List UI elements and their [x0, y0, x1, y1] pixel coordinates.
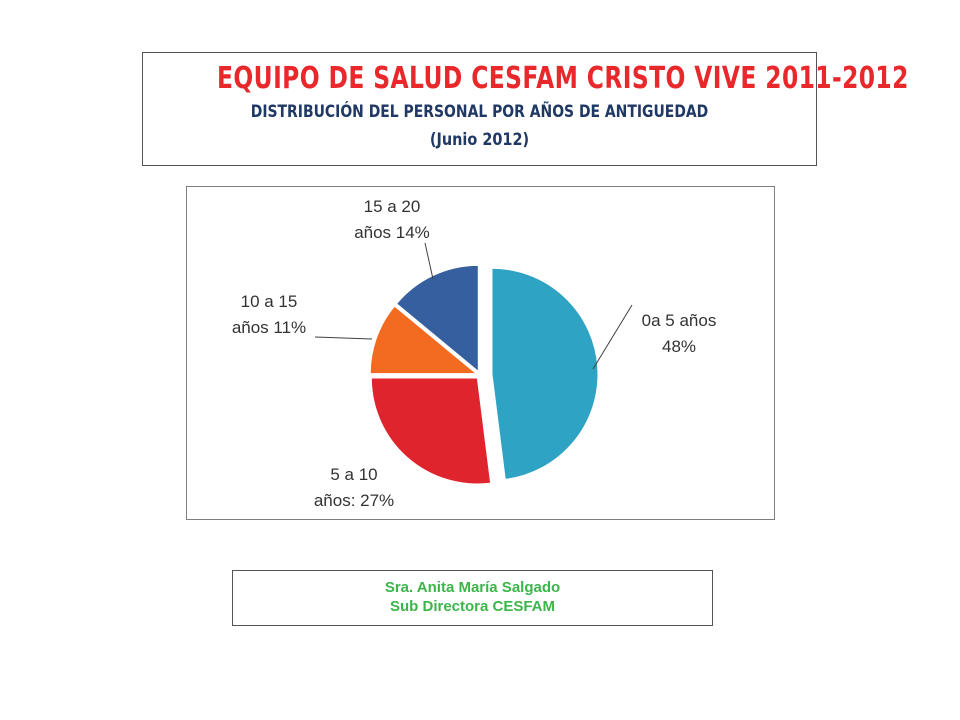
signature-box: Sra. Anita María Salgado Sub Directora C…	[232, 570, 713, 626]
leader-line-15-20	[424, 242, 434, 280]
slice-label-10-15: 10 a 15 años 11%	[232, 292, 306, 337]
slice-label-0-5: 0a 5 años 48%	[642, 311, 717, 356]
title-box: EQUIPO DE SALUD CESFAM CRISTO VIVE 2011-…	[142, 52, 909, 166]
pie-slice-0-5	[491, 267, 599, 480]
signature-name: Sra. Anita María Salgado	[384, 579, 561, 596]
chart-date: (Junio 2012)	[429, 130, 530, 150]
chart-area: 0a 5 años 48% 5 a 10 años: 27% 10 a 15 años 1…	[186, 186, 775, 520]
pie-chart: 0a 5 años 48% 5 a 10 años: 27% 10 a 15 años 1…	[232, 197, 717, 510]
leader-line-10-15	[314, 336, 373, 340]
pie-slice-15-20	[395, 264, 479, 373]
pie-slice-10-15	[369, 305, 478, 375]
slice-label-5-10: 5 a 10 años: 27%	[314, 465, 394, 510]
slice-label-15-20: 15 a 20 años 14%	[354, 197, 430, 242]
chart-title: EQUIPO DE SALUD CESFAM CRISTO VIVE 2011-…	[217, 61, 909, 96]
signature-role: Sub Directora CESFAM	[389, 598, 556, 615]
pie-slice-5-10	[370, 377, 492, 485]
leader-line-0-5	[592, 304, 633, 370]
chart-subtitle: DISTRIBUCIÓN DEL PERSONAL POR AÑOS DE AN…	[250, 102, 709, 122]
